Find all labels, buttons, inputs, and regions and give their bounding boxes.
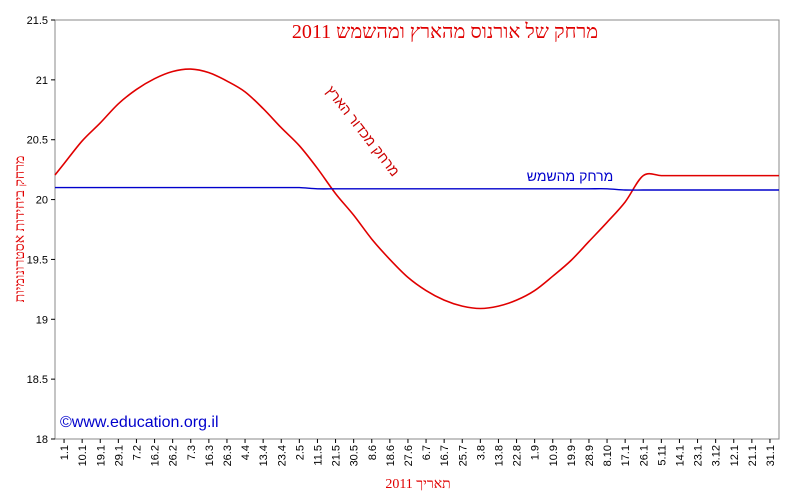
y-tick-label: 19 bbox=[36, 314, 48, 326]
x-tick-label: 16.2 bbox=[150, 445, 162, 466]
chart-title: מרחק של אורנוס מהארץ ומהשמש 2011 bbox=[292, 21, 598, 43]
y-tick-label: 21.5 bbox=[27, 15, 48, 27]
x-tick-label: 25.7 bbox=[457, 445, 469, 466]
y-tick-label: 18.5 bbox=[27, 374, 48, 386]
x-tick-label: 1.9 bbox=[530, 445, 542, 460]
sun-distance-line bbox=[55, 186, 779, 191]
x-tick-label: 26.1 bbox=[638, 445, 650, 466]
x-tick-label: 14.1 bbox=[674, 445, 686, 466]
x-tick-label: 6.7 bbox=[421, 445, 433, 460]
plot-area bbox=[54, 19, 780, 440]
copyright-text: ©www.education.org.il bbox=[60, 414, 219, 431]
x-tick-label: 1.1 bbox=[59, 445, 71, 460]
y-tick-label: 21 bbox=[36, 75, 48, 87]
y-tick-label: 20 bbox=[36, 195, 48, 207]
y-axis: 18 18.5 19 19.5 20 20.5 21 21.5 bbox=[27, 15, 55, 446]
x-tick-label: 16.7 bbox=[439, 445, 451, 466]
x-tick-label: 3.8 bbox=[475, 445, 487, 460]
x-tick-label: 26.2 bbox=[168, 445, 180, 466]
x-tick-label: 12.1 bbox=[729, 445, 741, 466]
x-tick-label: 5.11 bbox=[656, 445, 668, 466]
y-axis-label: מרחק ביחידות אסטרונומיות bbox=[13, 156, 28, 303]
x-tick-label: 19.1 bbox=[95, 445, 107, 466]
x-tick-label: 27.6 bbox=[403, 445, 415, 466]
x-tick-label: 10.9 bbox=[548, 445, 560, 466]
x-tick-label: 31.1 bbox=[765, 445, 777, 466]
x-tick-label: 2.5 bbox=[294, 445, 306, 460]
x-tick-label: 19.9 bbox=[566, 445, 578, 466]
x-tick-label: 28.9 bbox=[584, 445, 596, 466]
y-tick-label: 20.5 bbox=[27, 135, 48, 147]
x-tick-label: 8.10 bbox=[602, 445, 614, 466]
x-tick-label: 23.1 bbox=[693, 445, 705, 466]
y-tick-label: 18 bbox=[36, 434, 48, 446]
x-axis: 1.1 10.1 19.1 29.1 7.2 16.2 26.2 7.3 16.3 26.3 4.4… bbox=[59, 439, 777, 466]
y-tick-label: 19.5 bbox=[27, 254, 48, 266]
x-tick-label: 3.12 bbox=[711, 445, 723, 466]
x-tick-label: 10.1 bbox=[77, 445, 89, 466]
x-tick-label: 29.1 bbox=[113, 445, 125, 466]
x-tick-label: 22.8 bbox=[512, 445, 524, 466]
x-axis-label: תאריך 2011 bbox=[385, 477, 450, 492]
x-tick-label: 18.6 bbox=[385, 445, 397, 466]
x-tick-label: 8.6 bbox=[367, 445, 379, 460]
x-tick-label: 21.5 bbox=[331, 445, 343, 466]
x-tick-label: 16.3 bbox=[204, 445, 216, 466]
x-tick-label: 11.5 bbox=[312, 445, 324, 466]
x-tick-label: 7.2 bbox=[131, 445, 143, 460]
x-tick-label: 17.1 bbox=[620, 445, 632, 466]
x-tick-label: 4.4 bbox=[240, 445, 252, 460]
x-tick-label: 13.4 bbox=[258, 445, 270, 466]
x-tick-label: 30.5 bbox=[349, 445, 361, 466]
x-tick-label: 23.4 bbox=[276, 445, 288, 466]
x-tick-label: 21.1 bbox=[747, 445, 759, 466]
x-tick-label: 13.8 bbox=[493, 445, 505, 466]
earth-distance-line bbox=[54, 68, 779, 310]
x-tick-label: 26.3 bbox=[222, 445, 234, 466]
sun-series-label: מרחק מהשמש bbox=[527, 168, 613, 184]
series-lines bbox=[54, 68, 779, 310]
x-tick-label: 7.3 bbox=[186, 445, 198, 460]
